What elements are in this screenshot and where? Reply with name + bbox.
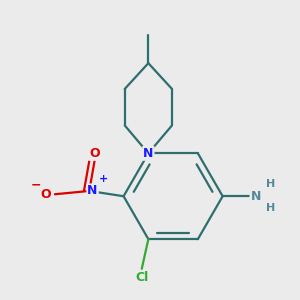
Text: N: N (143, 147, 154, 160)
Text: −: − (31, 178, 42, 191)
Text: O: O (89, 147, 100, 160)
Text: +: + (99, 174, 108, 184)
Text: H: H (266, 179, 275, 189)
Text: H: H (266, 203, 275, 213)
Text: N: N (87, 184, 98, 197)
Text: O: O (40, 188, 51, 201)
Text: N: N (250, 190, 261, 203)
Text: Cl: Cl (135, 271, 148, 284)
